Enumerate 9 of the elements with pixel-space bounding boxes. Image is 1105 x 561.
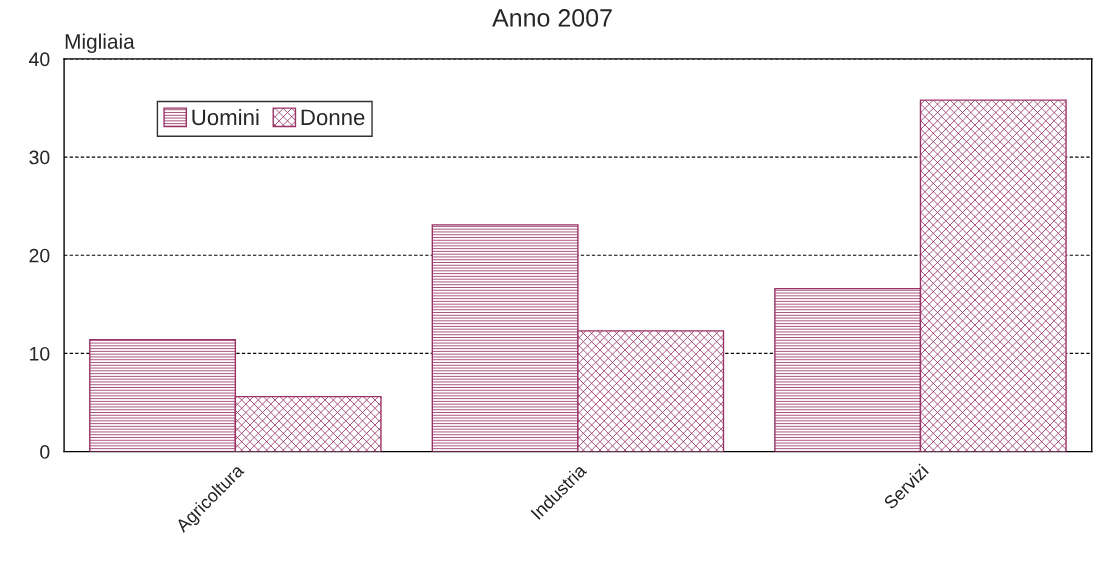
y-tick-label: 0 [40,445,50,459]
y-tick-label: 30 [29,150,50,165]
legend-label: Donne [301,109,365,126]
chart-title: Anno 2007 [492,9,612,27]
legend-label: Uomini [192,108,259,126]
y-tick-label: 10 [30,346,50,361]
y-tick-label: 40 [29,52,50,67]
y-tick-label: 20 [29,248,50,263]
y-axis-title: Migliaia [65,33,135,54]
